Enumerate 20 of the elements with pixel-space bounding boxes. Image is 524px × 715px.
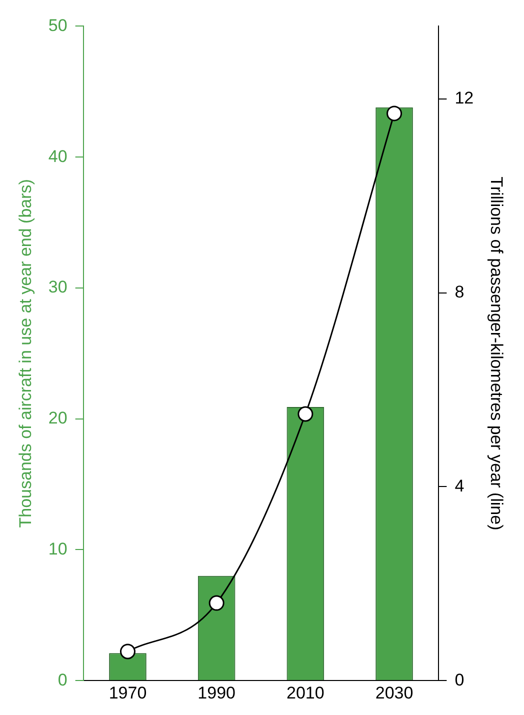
y-tick-label: 50	[48, 16, 68, 35]
y2-axis-title: Trillions of passenger-kilometres per year (line)	[487, 176, 506, 530]
y2-tick-label: 8	[454, 282, 464, 302]
x-tick-label: 1990	[198, 683, 236, 702]
y2-tick-label: 0	[454, 670, 464, 690]
y-tick-label: 40	[48, 146, 68, 166]
y-axis-title: Thousands of aircraft in use at year end (bars)	[16, 179, 35, 528]
y-tick-label: 10	[48, 539, 68, 558]
point	[298, 406, 314, 422]
point	[386, 106, 402, 122]
y2-tick-label: 12	[454, 88, 474, 108]
y-tick-label: 20	[48, 408, 68, 428]
point	[120, 644, 136, 660]
x-tick-label: 2030	[375, 683, 414, 702]
y-tick-label: 30	[48, 278, 68, 297]
y2-tick-label: 4	[454, 476, 464, 496]
point	[208, 595, 224, 611]
x-tick-label: 1970	[108, 683, 147, 702]
x-tick-label: 2010	[286, 683, 324, 702]
y-tick-label: 0	[58, 670, 68, 690]
